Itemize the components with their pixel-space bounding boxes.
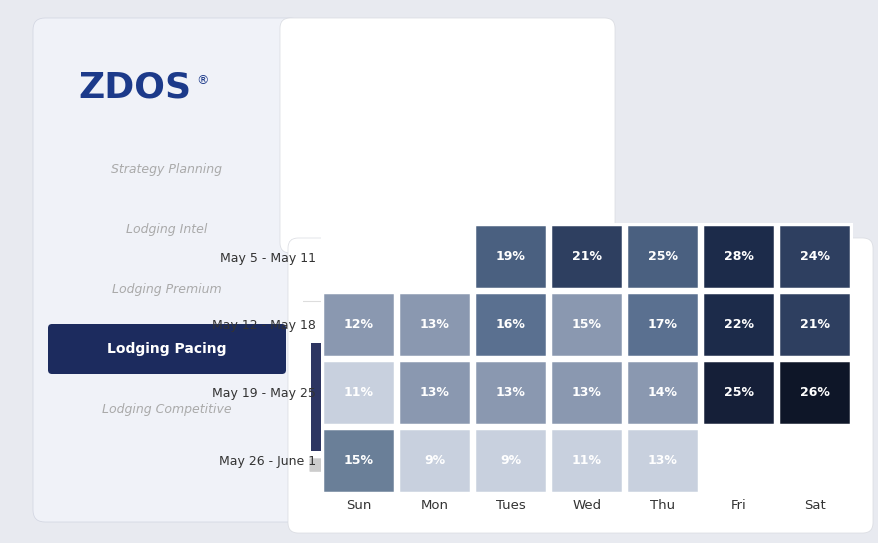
Bar	[361, 373, 375, 451]
FancyBboxPatch shape	[625, 292, 698, 357]
Bar	[507, 379, 521, 451]
Text: 9%: 9%	[424, 454, 445, 466]
Text: 9%: 9%	[500, 454, 521, 466]
FancyBboxPatch shape	[474, 292, 547, 357]
Text: 21%: 21%	[799, 318, 829, 331]
Text: Lodging Pacing: Lodging Pacing	[107, 342, 227, 356]
FancyBboxPatch shape	[346, 458, 377, 472]
Text: 21%: 21%	[571, 250, 601, 263]
FancyBboxPatch shape	[702, 292, 774, 357]
Text: 11%: 11%	[571, 454, 601, 466]
FancyBboxPatch shape	[398, 428, 471, 493]
Text: Lodging Premium: Lodging Premium	[112, 282, 221, 295]
FancyBboxPatch shape	[48, 324, 285, 374]
Text: 13%: 13%	[420, 386, 450, 399]
Bar	[493, 334, 507, 451]
Text: 12%: 12%	[343, 318, 373, 331]
Bar	[421, 409, 434, 451]
Text: 26%: 26%	[799, 386, 829, 399]
Text: 15%: 15%	[571, 318, 601, 331]
Text: 19%: 19%	[495, 250, 525, 263]
Text: 22%: 22%	[723, 318, 752, 331]
FancyBboxPatch shape	[625, 359, 698, 425]
FancyBboxPatch shape	[474, 359, 547, 425]
Text: 17%: 17%	[647, 318, 677, 331]
FancyBboxPatch shape	[455, 458, 486, 472]
Text: 13%: 13%	[420, 318, 450, 331]
Bar	[471, 397, 484, 451]
FancyBboxPatch shape	[528, 458, 558, 472]
Bar	[384, 394, 398, 451]
Text: 14%: 14%	[647, 386, 677, 399]
FancyBboxPatch shape	[288, 238, 872, 533]
Text: 25%: 25%	[647, 250, 677, 263]
FancyBboxPatch shape	[382, 458, 414, 472]
FancyBboxPatch shape	[550, 292, 623, 357]
Text: 13%: 13%	[647, 454, 677, 466]
FancyBboxPatch shape	[418, 458, 450, 472]
FancyBboxPatch shape	[474, 428, 547, 493]
FancyBboxPatch shape	[625, 224, 698, 289]
FancyBboxPatch shape	[322, 428, 395, 493]
Text: 25%: 25%	[723, 386, 752, 399]
FancyBboxPatch shape	[702, 224, 774, 289]
Bar	[325, 388, 339, 451]
FancyBboxPatch shape	[309, 458, 341, 472]
Text: 16%: 16%	[495, 318, 525, 331]
FancyBboxPatch shape	[33, 18, 302, 522]
Bar	[311, 343, 325, 451]
FancyBboxPatch shape	[474, 224, 547, 289]
Text: Lodging Intel: Lodging Intel	[126, 223, 207, 236]
Text: 28%: 28%	[723, 250, 752, 263]
Bar	[565, 364, 579, 451]
Text: ®: ®	[196, 74, 208, 87]
Bar	[543, 403, 557, 451]
Bar	[579, 397, 594, 451]
Text: Strategy Planning: Strategy Planning	[112, 162, 222, 175]
Bar	[348, 319, 361, 451]
FancyBboxPatch shape	[398, 292, 471, 357]
Bar	[529, 379, 543, 451]
FancyBboxPatch shape	[702, 359, 774, 425]
FancyBboxPatch shape	[550, 359, 623, 425]
Bar	[457, 361, 471, 451]
FancyBboxPatch shape	[398, 359, 471, 425]
Bar	[398, 418, 412, 451]
FancyBboxPatch shape	[564, 458, 595, 472]
Text: 24%: 24%	[799, 250, 829, 263]
Text: 13%: 13%	[572, 386, 601, 399]
FancyBboxPatch shape	[550, 224, 623, 289]
Bar	[434, 424, 448, 451]
FancyBboxPatch shape	[322, 359, 395, 425]
FancyBboxPatch shape	[491, 458, 522, 472]
Text: 13%: 13%	[495, 386, 525, 399]
Text: Lodging Competitive: Lodging Competitive	[102, 402, 232, 415]
FancyBboxPatch shape	[777, 292, 850, 357]
FancyBboxPatch shape	[777, 224, 850, 289]
Text: 11%: 11%	[343, 386, 373, 399]
Text: ZDOS: ZDOS	[78, 71, 191, 105]
FancyBboxPatch shape	[777, 359, 850, 425]
FancyBboxPatch shape	[322, 292, 395, 357]
Text: What future reservations are on the books?: What future reservations are on the book…	[392, 262, 767, 277]
FancyBboxPatch shape	[550, 428, 623, 493]
FancyBboxPatch shape	[280, 18, 615, 253]
Text: 15%: 15%	[343, 454, 373, 466]
FancyBboxPatch shape	[625, 428, 698, 493]
